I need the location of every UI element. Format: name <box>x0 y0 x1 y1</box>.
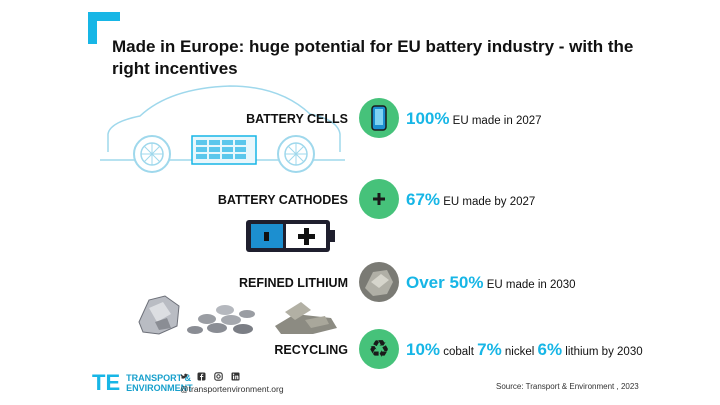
lithium-rock-icon <box>359 262 399 302</box>
battery-illustration <box>246 220 335 252</box>
transport-environment-logo: TE TRANSPORT & ENVIRONMENT <box>92 372 193 394</box>
rock-cluster-middle <box>187 305 255 334</box>
rock-cluster-right <box>275 302 337 334</box>
instagram-icon[interactable] <box>214 372 223 381</box>
linkedin-icon[interactable] <box>231 372 240 381</box>
stat-recycling-cobalt-text: cobalt <box>440 346 478 358</box>
stat-battery-cells-text: EU made in 2027 <box>449 115 542 127</box>
row-label-battery-cells: BATTERY CELLS <box>246 112 348 126</box>
stat-battery-cathodes-value: 67% <box>406 190 441 209</box>
rock-cluster-left <box>138 295 180 335</box>
phone-battery-icon <box>359 98 399 138</box>
stat-battery-cathodes: 67% EU made by 2027 <box>406 190 535 210</box>
stat-recycling: 10% cobalt 7% nickel 6% lithium by 2030 <box>406 340 643 360</box>
recycle-icon: ♻ <box>359 329 399 369</box>
corner-bracket-decoration <box>88 12 120 44</box>
stat-recycling-nickel-text: nickel <box>501 346 538 358</box>
front-wheel <box>133 135 171 173</box>
website-link[interactable]: @transportenvironment.org <box>180 384 284 394</box>
plus-icon <box>359 179 399 219</box>
stat-recycling-cobalt-value: 10% <box>406 340 441 359</box>
logo-line-1: TRANSPORT & <box>126 373 192 383</box>
stat-recycling-nickel-value: 7% <box>477 340 502 359</box>
stat-refined-lithium-value: Over 50% <box>406 273 484 292</box>
source-note: Source: Transport & Environment , 2023 <box>496 382 639 391</box>
facebook-icon[interactable] <box>197 372 206 381</box>
stat-recycling-lithium-value: 6% <box>537 340 563 359</box>
battery-pack <box>191 135 257 165</box>
lithium-rocks-illustration <box>138 295 337 335</box>
stat-battery-cells-value: 100% <box>406 109 450 128</box>
stat-recycling-lithium-text: lithium by 2030 <box>562 346 643 358</box>
stat-refined-lithium-text: EU made in 2030 <box>483 279 576 291</box>
rear-wheel <box>277 135 315 173</box>
page-title: Made in Europe: huge potential for EU ba… <box>112 37 634 78</box>
logo-line-2: ENVIRONMENT <box>126 383 193 393</box>
te-logo-icon: TE <box>92 370 121 395</box>
stat-battery-cells: 100% EU made in 2027 <box>406 109 542 129</box>
row-label-recycling: RECYCLING <box>274 343 348 357</box>
stat-refined-lithium: Over 50% EU made in 2030 <box>406 273 576 293</box>
twitter-icon[interactable] <box>180 372 189 381</box>
stat-battery-cathodes-text: EU made by 2027 <box>440 196 536 208</box>
row-label-battery-cathodes: BATTERY CATHODES <box>217 193 348 207</box>
social-icons <box>180 372 240 381</box>
car-illustration <box>100 85 345 173</box>
row-label-refined-lithium: REFINED LITHIUM <box>238 276 348 290</box>
